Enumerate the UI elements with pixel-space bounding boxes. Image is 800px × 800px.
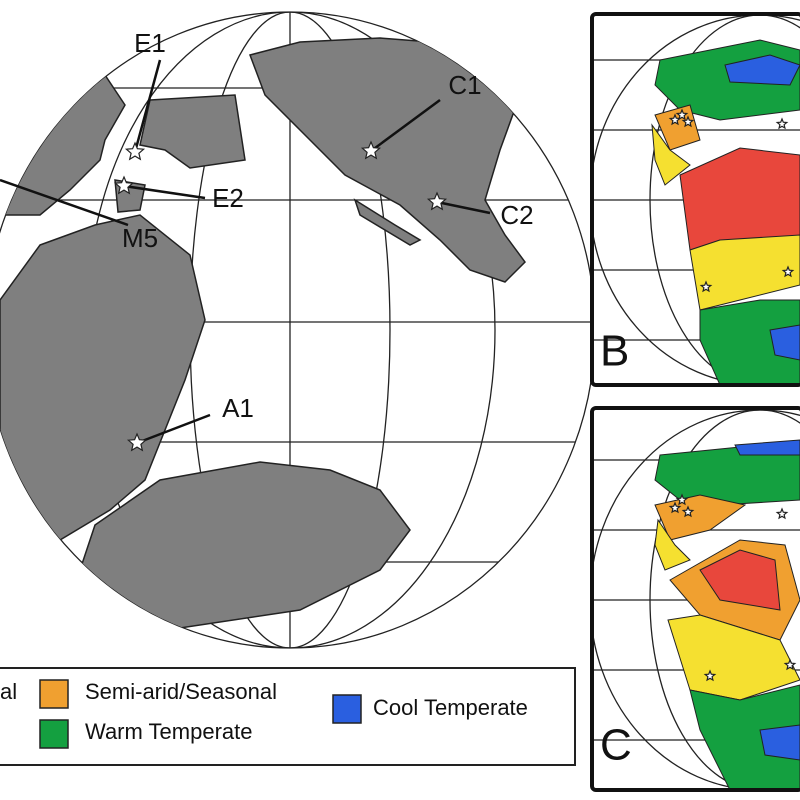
site-star [783,658,797,671]
site-star [126,432,148,452]
site-label: E2 [212,183,244,213]
panel-label: C [600,721,632,770]
site-star [124,141,146,161]
leader-line [123,184,206,200]
leader-line [436,200,491,215]
legend-swatch [39,679,69,709]
site-star [675,493,689,506]
legend-label: Semi-arid/Seasonal [85,679,277,704]
legend-label: al [0,679,17,704]
main-map: E1 C1 E2 C2 M5 A1 [0,11,596,649]
leader-line [0,178,129,227]
site-star [699,280,713,293]
site-star [775,117,789,130]
legend: al Semi-arid/Seasonal Warm Temperate Cool T… [0,667,576,766]
site-star [113,175,135,195]
site-star [775,507,789,520]
site-label: E1 [134,28,166,58]
legend-swatch [39,719,69,749]
site-star [668,501,682,514]
site-star [675,108,689,121]
site-star [703,669,717,682]
panel-label: B [600,327,629,376]
site-star [781,265,795,278]
site-star [360,140,382,160]
legend-label: Cool Temperate [373,695,528,720]
leader-line [133,59,162,153]
site-label: C1 [448,70,481,100]
site-star [681,505,695,518]
site-label: M5 [122,223,158,253]
site-star [426,191,448,211]
panel-c: C [590,406,800,792]
legend-swatch [332,694,362,724]
legend-label: Warm Temperate [85,719,253,744]
site-star [681,115,695,128]
leader-line [136,413,211,445]
panel-b: B [590,12,800,387]
site-star [668,113,682,126]
leader-line [370,98,441,153]
site-label: A1 [222,393,254,423]
site-label: C2 [500,200,533,230]
